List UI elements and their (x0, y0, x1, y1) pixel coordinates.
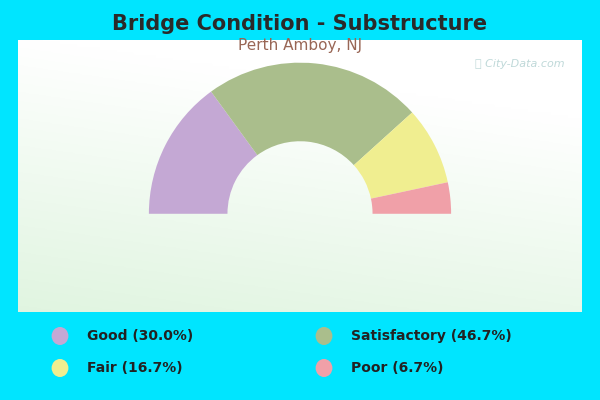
Text: Satisfactory (46.7%): Satisfactory (46.7%) (351, 329, 512, 343)
Text: Poor (6.7%): Poor (6.7%) (351, 361, 443, 375)
Text: Fair (16.7%): Fair (16.7%) (87, 361, 182, 375)
Text: Bridge Condition - Substructure: Bridge Condition - Substructure (112, 14, 488, 34)
Wedge shape (211, 63, 412, 165)
Text: Good (30.0%): Good (30.0%) (87, 329, 193, 343)
Text: ⓘ City-Data.com: ⓘ City-Data.com (475, 59, 565, 69)
Wedge shape (371, 182, 451, 214)
Wedge shape (354, 112, 448, 199)
Text: Perth Amboy, NJ: Perth Amboy, NJ (238, 38, 362, 53)
Wedge shape (149, 92, 257, 214)
